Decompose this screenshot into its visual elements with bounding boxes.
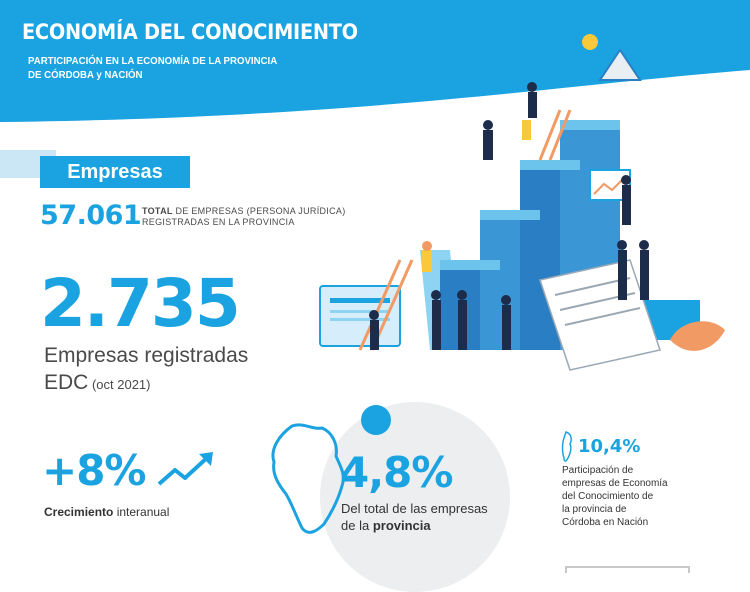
header-background xyxy=(0,0,750,122)
bottom-card-edge xyxy=(565,566,690,573)
page-title: ECONOMÍA DEL CONOCIMIENTO xyxy=(22,20,358,44)
province-circle xyxy=(320,402,510,592)
growth-label: Crecimiento interanual xyxy=(44,505,170,519)
staircase-illustration xyxy=(319,34,725,371)
accent-dot xyxy=(361,405,391,435)
section-tag-empresas: Empresas xyxy=(40,156,190,188)
registered-companies-value: 2.735 xyxy=(40,265,241,342)
province-share-label: Del total de las empresas de la provinci… xyxy=(341,501,488,533)
page-subtitle: PARTICIPACIÓN EN LA ECONOMÍA DE LA PROVI… xyxy=(28,55,278,81)
cordoba-map-icon xyxy=(271,423,345,534)
province-share-value: 4,8% xyxy=(340,448,453,497)
registered-companies-label: Empresas registradas EDC (oct 2021) xyxy=(44,344,249,394)
argentina-map-icon xyxy=(561,431,572,462)
nation-share-value: 10,4% xyxy=(578,436,641,457)
header-banner: ECONOMÍA DEL CONOCIMIENTO PARTICIPACIÓN … xyxy=(0,0,750,125)
trend-up-icon xyxy=(157,452,213,486)
total-companies-label: TOTAL DE EMPRESAS (PERSONA JURÍDICA) REG… xyxy=(142,206,346,227)
total-companies-value: 57.061 xyxy=(40,200,142,231)
growth-value: +8% xyxy=(42,446,146,495)
nation-share-label: Participación de empresas de Economía de… xyxy=(562,465,668,528)
